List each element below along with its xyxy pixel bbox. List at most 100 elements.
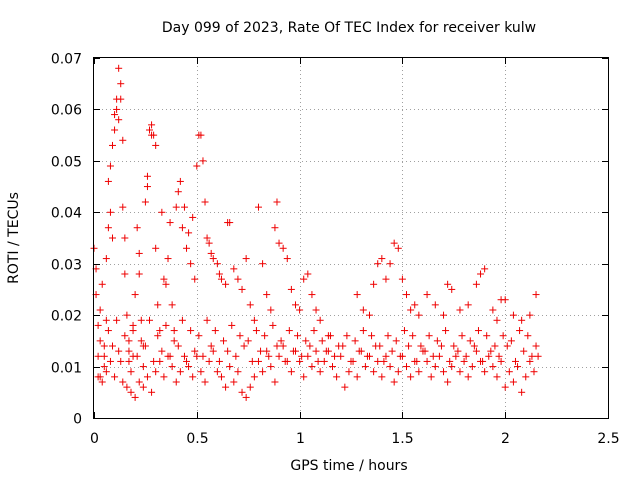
data-point-marker [252, 327, 260, 335]
data-point-marker [189, 373, 197, 381]
x-axis-ticks: 0 0.5 1 1.5 2 2.5 [90, 58, 620, 447]
chart-title: Day 099 of 2023, Rate Of TEC Index for r… [162, 20, 536, 36]
data-point-marker [121, 332, 129, 340]
data-point-marker [314, 357, 322, 365]
data-point-marker [205, 357, 213, 365]
data-point-marker [304, 352, 312, 360]
data-point-marker [421, 347, 429, 355]
data-point-marker [318, 337, 326, 345]
data-point-marker [322, 347, 330, 355]
data-point-marker [234, 275, 242, 283]
data-point-marker [460, 357, 468, 365]
data-point-marker [170, 337, 178, 345]
data-point-marker [514, 363, 522, 371]
data-point-marker [146, 316, 154, 324]
data-point-marker [246, 383, 254, 391]
data-point-marker [456, 368, 464, 376]
data-point-marker [444, 280, 452, 288]
data-point-marker [273, 198, 281, 206]
data-point-marker [217, 373, 225, 381]
data-point-marker [394, 244, 402, 252]
data-point-marker [283, 255, 291, 263]
x-axis-label: GPS time / hours [290, 458, 407, 474]
data-point-marker [413, 357, 421, 365]
data-point-marker [466, 337, 474, 345]
data-point-marker [154, 301, 162, 309]
data-point-marker [100, 342, 108, 350]
data-point-marker [462, 352, 470, 360]
data-point-marker [250, 373, 258, 381]
data-point-marker [207, 249, 215, 257]
data-point-marker [244, 337, 252, 345]
data-point-marker [359, 306, 367, 314]
data-point-marker [250, 316, 258, 324]
data-point-marker [386, 363, 394, 371]
data-point-marker [160, 275, 168, 283]
data-point-marker [267, 363, 275, 371]
data-point-marker [320, 357, 328, 365]
data-point-marker [113, 105, 121, 113]
data-point-marker [222, 280, 230, 288]
data-point-marker [378, 255, 386, 263]
data-point-marker [452, 352, 460, 360]
data-point-marker [189, 213, 197, 221]
data-point-marker [448, 363, 456, 371]
y-tick-label: 0.01 [51, 361, 82, 377]
y-tick-label: 0.02 [51, 309, 82, 325]
data-point-marker [119, 203, 127, 211]
data-point-marker [310, 327, 318, 335]
data-point-marker [111, 126, 119, 134]
x-tick-label: 2.5 [597, 431, 619, 447]
data-point-marker [115, 116, 123, 124]
y-axis-ticks: 0 0.01 0.02 0.03 0.04 0.05 0.06 0.07 [51, 52, 608, 428]
data-point-marker [141, 342, 149, 350]
data-point-marker [378, 373, 386, 381]
data-point-marker [119, 136, 127, 144]
data-point-marker [444, 378, 452, 386]
data-point-marker [185, 363, 193, 371]
data-point-marker [483, 332, 491, 340]
data-point-marker [180, 203, 188, 211]
data-point-marker [316, 316, 324, 324]
data-point-marker [302, 337, 310, 345]
data-point-marker [495, 352, 503, 360]
data-point-marker [265, 352, 273, 360]
data-point-marker [374, 260, 382, 268]
y-tick-label: 0.07 [51, 52, 82, 68]
data-point-marker [160, 373, 168, 381]
data-point-marker [400, 327, 408, 335]
data-point-marker [106, 208, 114, 216]
data-point-marker [263, 291, 271, 299]
data-point-marker [532, 291, 540, 299]
data-point-marker [104, 224, 112, 232]
data-point-marker [230, 265, 238, 273]
data-point-marker [520, 347, 528, 355]
data-point-marker [392, 337, 400, 345]
data-point-marker [464, 373, 472, 381]
data-point-marker [407, 373, 415, 381]
data-point-marker [224, 347, 232, 355]
data-point-marker [111, 373, 119, 381]
data-point-marker [522, 373, 530, 381]
data-point-marker [425, 332, 433, 340]
data-point-marker [347, 357, 355, 365]
data-point-marker [501, 383, 509, 391]
data-point-marker [396, 352, 404, 360]
data-point-marker [326, 332, 334, 340]
data-point-marker [267, 306, 275, 314]
y-tick-label: 0.03 [51, 258, 82, 274]
data-point-marker [211, 327, 219, 335]
data-point-marker [121, 270, 129, 278]
data-point-marker [333, 373, 341, 381]
data-point-marker [440, 368, 448, 376]
data-point-marker [503, 342, 511, 350]
data-point-marker [137, 316, 145, 324]
data-point-marker [139, 383, 147, 391]
data-point-marker [152, 141, 160, 149]
data-point-marker [440, 311, 448, 319]
data-point-marker [530, 368, 538, 376]
data-point-marker [180, 352, 188, 360]
data-point-marker [197, 131, 205, 139]
data-point-marker [487, 347, 495, 355]
data-point-marker [372, 342, 380, 350]
